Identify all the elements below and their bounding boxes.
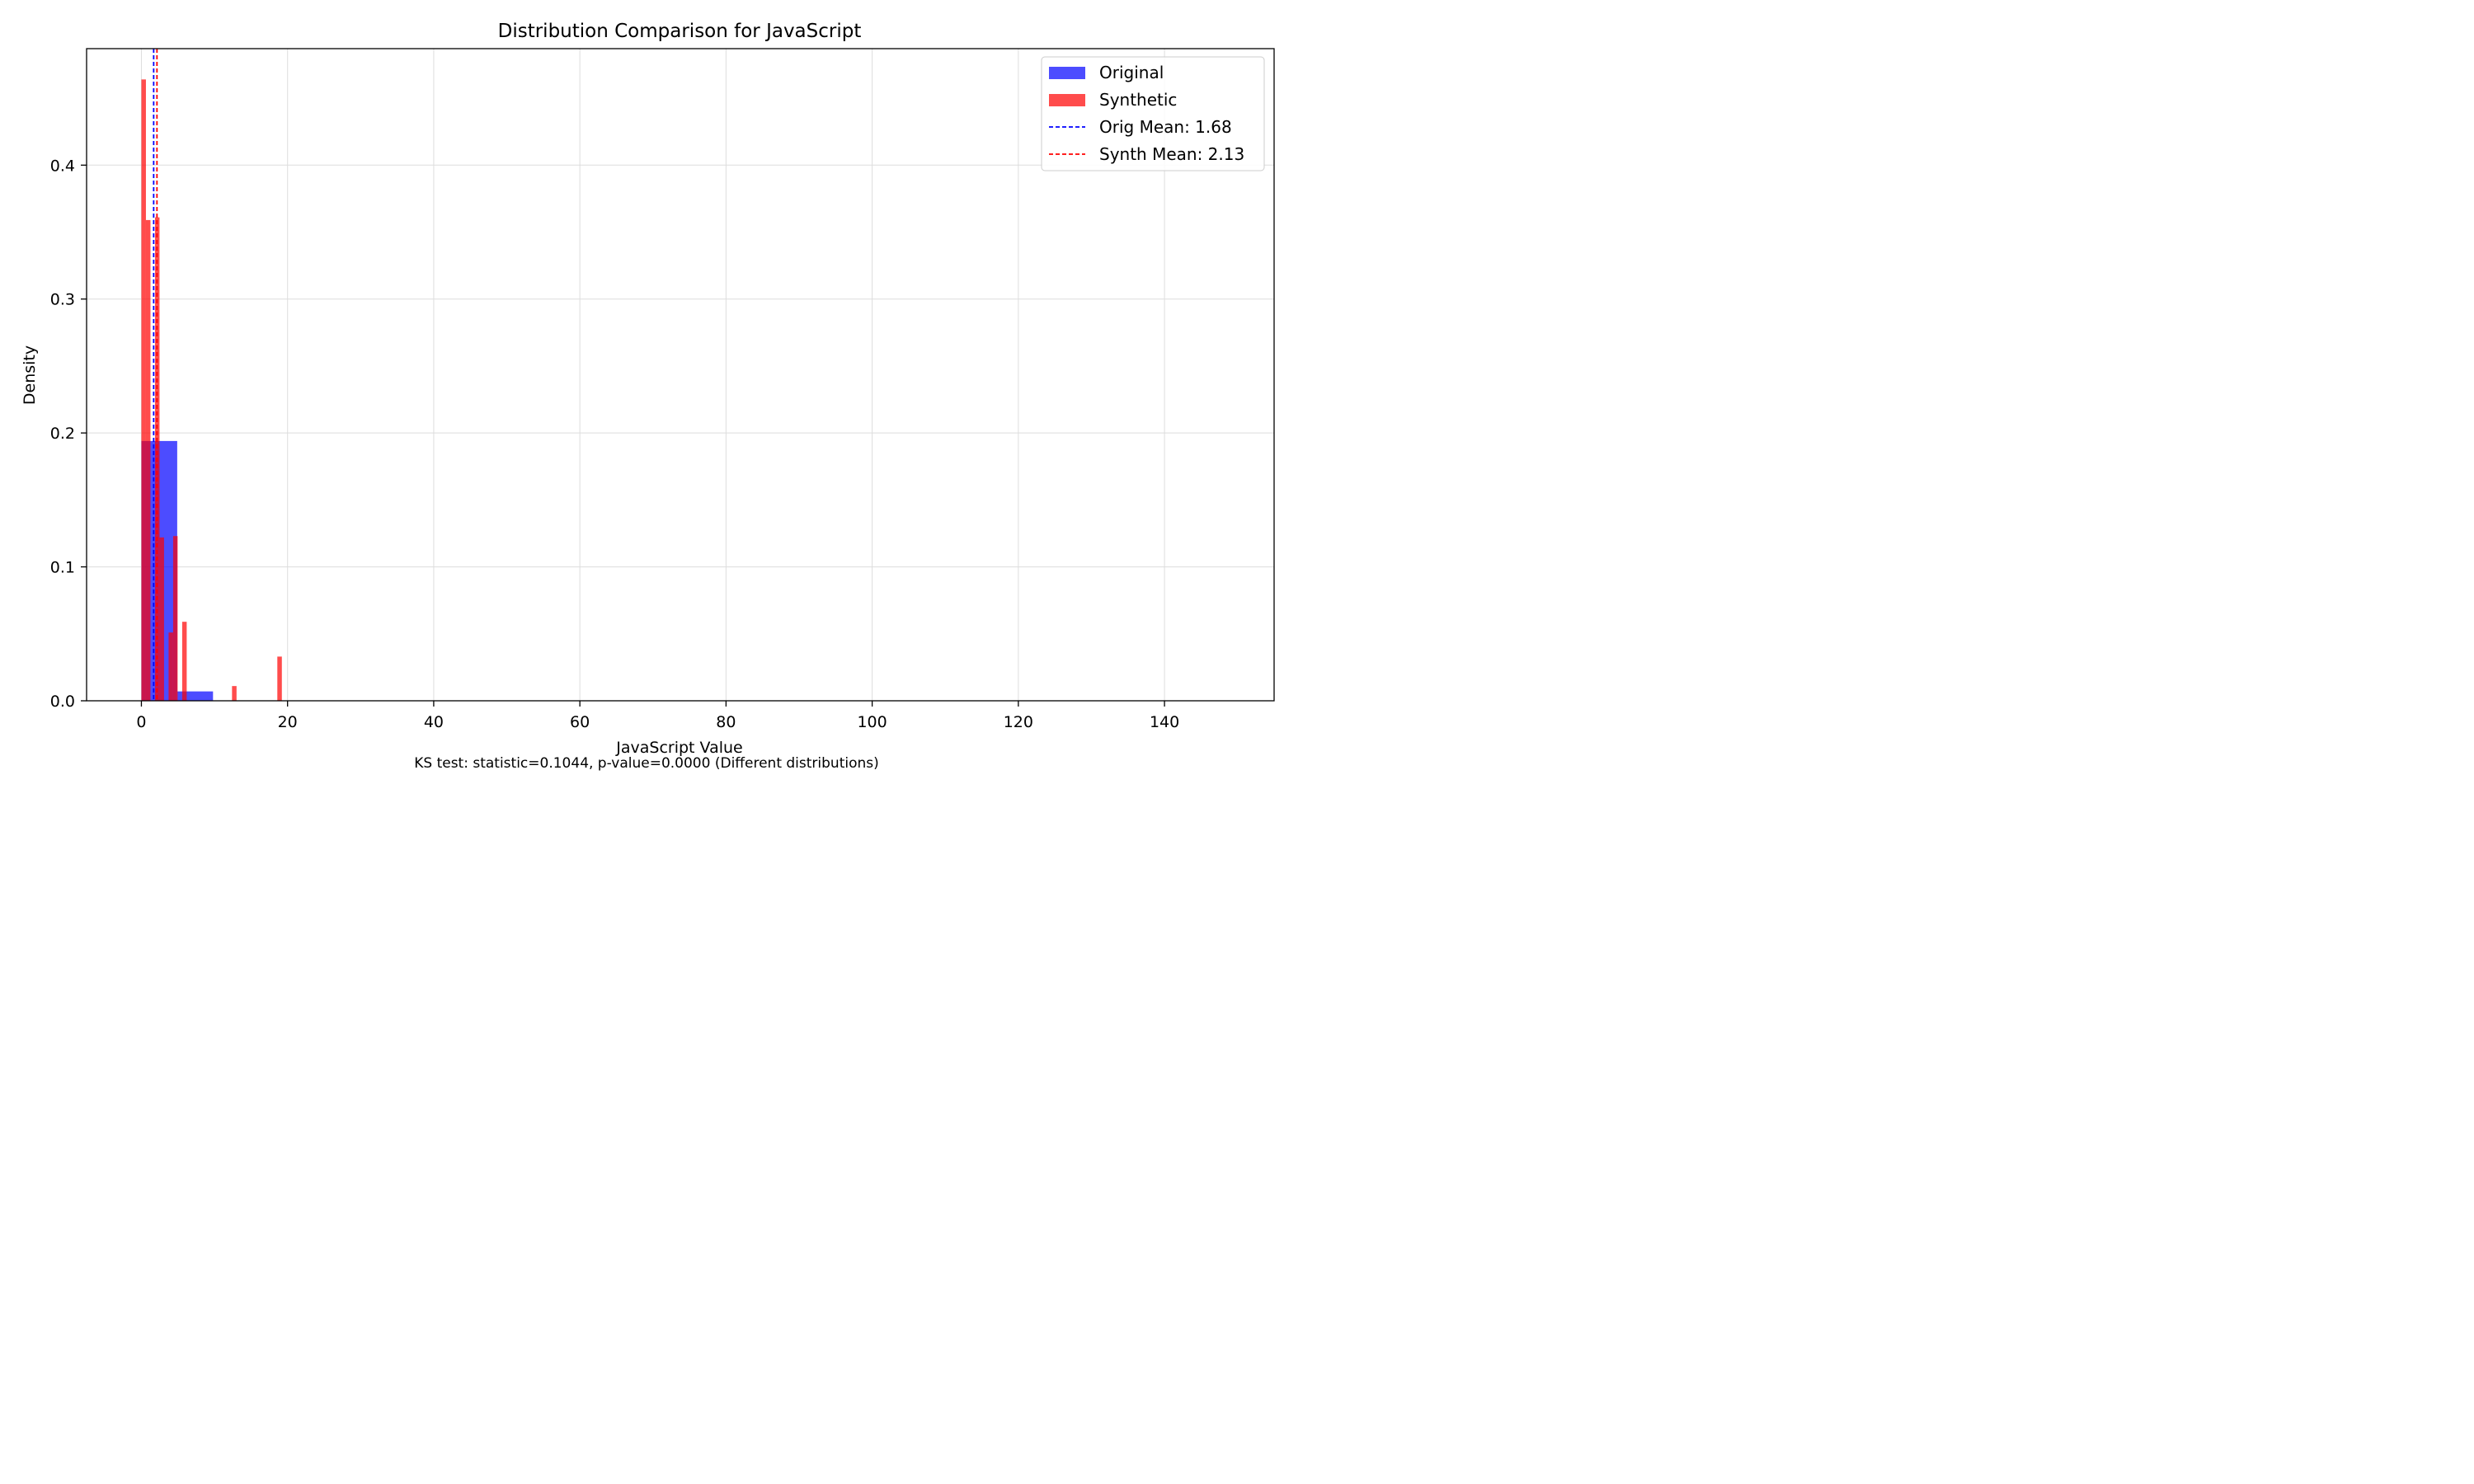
legend-label: Original [1099, 63, 1164, 82]
legend-swatch [1049, 67, 1085, 79]
synthetic-bar [168, 632, 173, 701]
x-tick-label: 100 [857, 713, 887, 731]
y-axis-ticks: 0.0 0.1 0.2 0.3 0.4 [50, 157, 87, 711]
x-axis-label: JavaScript Value [615, 739, 742, 757]
x-tick-label: 80 [716, 713, 736, 731]
chart-title: Distribution Comparison for JavaScript [498, 21, 862, 42]
synthetic-bar [172, 536, 178, 701]
plot-frame [86, 48, 1275, 702]
x-tick-label: 140 [1150, 713, 1179, 731]
synthetic-bar [181, 622, 187, 701]
x-tick-label: 120 [1004, 713, 1033, 731]
y-tick-label: 0.3 [50, 291, 75, 309]
synthetic-bar [141, 79, 146, 701]
x-tick-label: 20 [278, 713, 298, 731]
legend-label: Synth Mean: 2.13 [1099, 144, 1244, 164]
legend-label: Synthetic [1099, 90, 1177, 110]
synthetic-bar [145, 219, 151, 701]
synthetic-bar [159, 537, 164, 701]
y-tick-label: 0.0 [50, 693, 75, 711]
y-axis-label: Density [21, 345, 39, 405]
x-axis-ticks: 0 20 40 60 80 100 120 140 [136, 701, 1179, 731]
distribution-chart: 0 20 40 60 80 100 120 140 0.0 0.1 0.2 0.3 0.4 Distr… [0, 0, 1289, 773]
y-tick-label: 0.1 [50, 559, 75, 577]
legend-box [1041, 56, 1265, 171]
x-tick-label: 0 [136, 713, 146, 731]
legend-swatch [1049, 94, 1085, 106]
synthetic-bar [232, 686, 237, 701]
y-tick-label: 0.2 [50, 425, 75, 443]
original-bar [176, 691, 214, 701]
legend-label: Orig Mean: 1.68 [1099, 117, 1232, 137]
mean-lines [153, 49, 158, 701]
y-tick-label: 0.4 [50, 157, 75, 175]
synthetic-bar [277, 656, 282, 701]
ks-test-footnote: KS test: statistic=0.1044, p-value=0.000… [414, 755, 879, 772]
x-tick-label: 40 [424, 713, 444, 731]
chart-svg: 0 20 40 60 80 100 120 140 0.0 0.1 0.2 0.3 0.4 Distr… [0, 0, 1289, 773]
x-tick-label: 60 [570, 713, 590, 731]
legend: Original Synthetic Orig Mean: 1.68 Synth Me… [1041, 56, 1265, 171]
